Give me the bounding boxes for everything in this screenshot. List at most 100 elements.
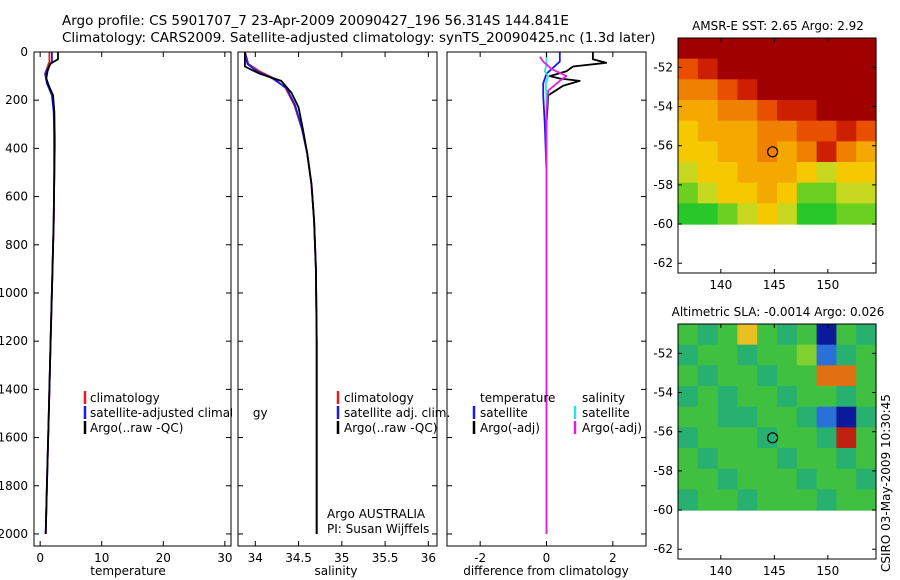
sst-map-cell — [816, 162, 837, 184]
temperature-ytick-label: 200 — [5, 93, 28, 107]
sst-map-cell — [796, 203, 818, 225]
sst-map-cell — [717, 79, 738, 101]
sla-map-cell — [678, 386, 699, 408]
sla-map-cell — [816, 468, 837, 490]
sst-map-cell — [796, 100, 818, 122]
sst-map-ticks: 140 145 150 -52 -54 -56 -58 -60 -62 — [653, 38, 876, 292]
difference-xtick-label: 0 — [543, 551, 551, 565]
sst-map-cell — [757, 203, 778, 225]
sla-map-cell — [678, 365, 699, 387]
sla-map-cell — [777, 406, 798, 428]
sst-map-cell — [856, 120, 877, 142]
salinity-legend-satellite: satellite adj. clim. — [344, 406, 450, 420]
sst-map-cell — [816, 120, 837, 142]
sla-map-cell — [757, 406, 778, 428]
sla-map-cell — [836, 344, 857, 366]
sst-map-cell — [737, 141, 758, 163]
sla-map-cell — [777, 324, 798, 346]
sst-map-cell — [697, 79, 719, 101]
temperature-ytick-label: 600 — [5, 190, 28, 204]
sla-map-cell — [777, 427, 798, 449]
sst-map-frame — [677, 37, 877, 274]
sst-map-cell — [777, 38, 798, 60]
sla-map-cell — [697, 344, 719, 366]
difference-series-line-2 — [545, 52, 608, 534]
sla-map-cell — [816, 489, 837, 511]
sst-map-cell — [737, 162, 758, 184]
sla-map-cell — [777, 468, 798, 490]
temperature-xtick-label: 10 — [94, 551, 109, 565]
sla-map-xtick-label: 145 — [763, 564, 786, 578]
difference-panel: -2 0 2 difference from climatology tempera… — [446, 51, 647, 578]
sla-map-cell — [757, 365, 778, 387]
sst-map-cell — [856, 38, 877, 60]
sla-map-cell — [717, 344, 738, 366]
difference-legend-sal-satellite: satellite — [582, 406, 630, 420]
sla-map-cell — [796, 489, 818, 511]
sla-map-cell — [717, 406, 738, 428]
difference-legend: temperature salinity satellite Argo(-adj… — [472, 391, 642, 435]
sla-map-cell — [717, 489, 738, 511]
sla-map-cell — [836, 324, 857, 346]
salinity-series-line-2 — [244, 51, 318, 534]
sst-map-ytick-label: -54 — [653, 100, 673, 114]
sst-map-cell — [777, 100, 798, 122]
sla-map-cell — [816, 344, 837, 366]
sst-map-cell — [816, 79, 837, 101]
sla-map-cell — [816, 448, 837, 470]
sla-map-xtick-label: 150 — [816, 564, 839, 578]
sst-map-cell — [737, 203, 758, 225]
sst-map-cell — [717, 141, 738, 163]
sst-map-cell — [737, 182, 758, 204]
sla-map-cell — [816, 324, 837, 346]
sla-map-ytick-label: -58 — [653, 464, 673, 478]
sst-map-cell — [777, 162, 798, 184]
sla-map-cell — [737, 489, 758, 511]
sst-map-cell — [678, 203, 699, 225]
sla-map-cells — [678, 324, 877, 511]
temperature-axes-frame — [33, 51, 232, 547]
sla-map-cell — [697, 324, 719, 346]
difference-ticks: -2 0 2 — [447, 51, 646, 565]
temperature-series-line-2 — [44, 52, 56, 535]
sst-map-cell — [836, 120, 857, 142]
sla-map-cell — [737, 344, 758, 366]
sst-map-cell — [697, 120, 719, 142]
sst-map-cell — [777, 79, 798, 101]
sla-map-cell — [757, 468, 778, 490]
sst-map-cell — [836, 203, 857, 225]
sst-map-cell — [717, 203, 738, 225]
sla-map-cell — [697, 365, 719, 387]
sst-map-cell — [757, 120, 778, 142]
sla-map-cell — [678, 406, 699, 428]
sla-map-cell — [836, 406, 857, 428]
sst-map-cell — [796, 38, 818, 60]
sla-map-cell — [717, 365, 738, 387]
sst-map-cell — [717, 100, 738, 122]
sst-map-cell — [697, 182, 719, 204]
salinity-legend-climatology: climatology — [344, 391, 414, 405]
sst-map-xtick-label: 140 — [709, 278, 732, 292]
sst-map-cell — [836, 182, 857, 204]
sla-map-cell — [697, 386, 719, 408]
sla-map-ticks: 140 145 150 -52 -54 -56 -58 -60 -62 — [653, 324, 876, 578]
sst-map-cell — [757, 162, 778, 184]
sst-map-cell — [816, 38, 837, 60]
salinity-xtick-label: 34.5 — [285, 551, 312, 565]
sst-map-cell — [856, 203, 877, 225]
sst-map-cell — [697, 203, 719, 225]
temperature-ytick-label: 1400 — [0, 382, 28, 396]
sst-map-cell — [777, 58, 798, 80]
sla-map-cell — [856, 489, 877, 511]
title-line-1: Argo profile: CS 5901707_7 23-Apr-2009 2… — [62, 13, 569, 29]
sla-map-panel: Altimetric SLA: -0.0014 Argo: 0.026 140 1… — [653, 305, 884, 578]
salinity-axes-frame — [237, 51, 438, 547]
sla-map-cell — [856, 427, 877, 449]
sla-map-cell — [796, 406, 818, 428]
sla-map-cell — [697, 468, 719, 490]
temperature-ytick-label: 1800 — [0, 479, 28, 493]
temperature-panel: 0 10 20 30 0 200 400 600 800 1000 1200 1400 1600 1800… — [0, 45, 268, 578]
sst-map-cell — [717, 120, 738, 142]
sst-map-cell — [757, 58, 778, 80]
sla-map-cell — [796, 365, 818, 387]
